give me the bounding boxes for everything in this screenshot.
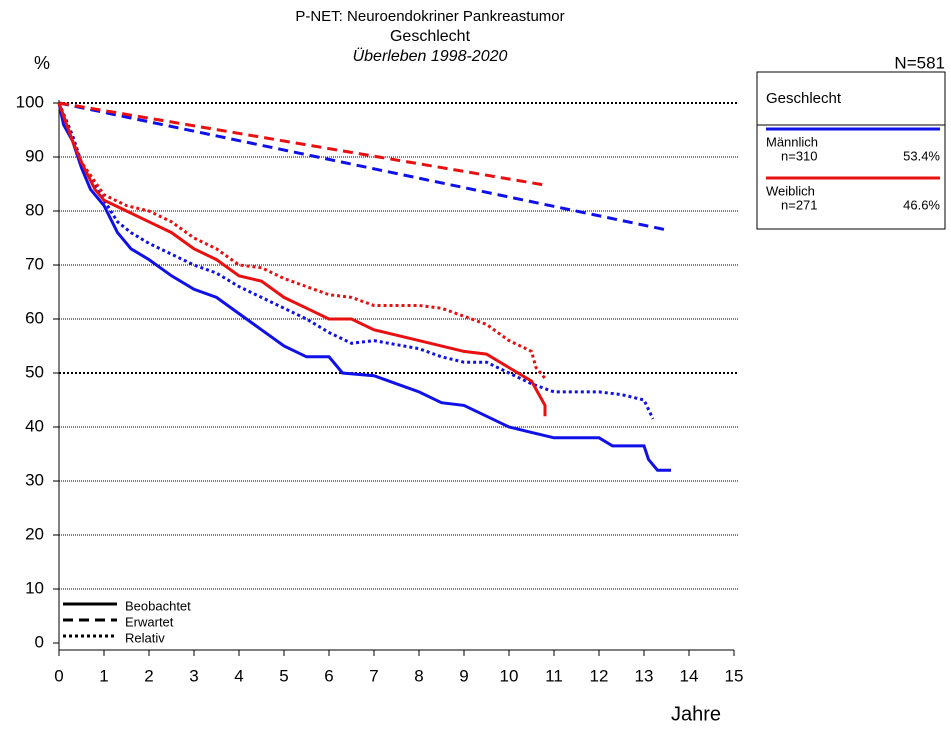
legend-label: Weiblich xyxy=(766,183,815,198)
survival-line xyxy=(57,102,655,420)
x-tick-label: 0 xyxy=(54,666,63,685)
y-axis-label: % xyxy=(34,53,50,73)
x-tick-label: 10 xyxy=(500,666,519,685)
legend-n: n=310 xyxy=(781,148,818,163)
style-legend-label: Relativ xyxy=(125,630,165,645)
y-tick-label: 40 xyxy=(25,416,44,435)
x-tick-label: 4 xyxy=(234,666,243,685)
x-tick-label: 13 xyxy=(635,666,654,685)
y-tick-label: 90 xyxy=(25,146,44,165)
chart-subtitle: Geschlecht xyxy=(390,28,471,45)
x-tick-label: 6 xyxy=(324,666,333,685)
legend-box xyxy=(756,71,946,230)
survival-line xyxy=(57,102,547,417)
y-tick-label: 30 xyxy=(25,470,44,489)
y-tick-label: 50 xyxy=(25,362,44,381)
y-tick-label: 100 xyxy=(16,92,44,111)
x-tick-label: 5 xyxy=(279,666,288,685)
survival-line xyxy=(57,102,547,380)
x-tick-label: 11 xyxy=(545,666,563,685)
style-legend-label: Beobachtet xyxy=(125,598,191,613)
x-tick-label: 8 xyxy=(414,666,423,685)
chart-subtitle: Überleben 1998-2020 xyxy=(353,47,508,65)
x-tick-label: 2 xyxy=(144,666,153,685)
x-tick-label: 9 xyxy=(459,666,468,685)
y-tick-label: 0 xyxy=(35,632,44,651)
legend-share: 46.6% xyxy=(903,197,940,212)
legend-n: n=271 xyxy=(781,197,818,212)
survival-line xyxy=(58,101,667,232)
y-tick-label: 80 xyxy=(25,200,44,219)
chart-title: P-NET: Neuroendokriner Pankreastumor xyxy=(295,8,564,25)
legend-label: Männlich xyxy=(766,134,818,149)
x-tick-label: 7 xyxy=(369,666,378,685)
x-axis-label: Jahre xyxy=(671,703,721,725)
y-tick-label: 60 xyxy=(25,308,44,327)
style-legend-label: Erwartet xyxy=(125,614,174,629)
x-tick-label: 14 xyxy=(680,666,699,685)
x-tick-label: 15 xyxy=(725,666,744,685)
annotation: N=581 xyxy=(894,53,945,72)
y-tick-label: 70 xyxy=(25,254,44,273)
survival-line xyxy=(57,102,671,472)
survival-line xyxy=(58,101,546,187)
legend-share: 53.4% xyxy=(903,148,940,163)
legend-title: Geschlecht xyxy=(766,90,842,107)
x-tick-label: 3 xyxy=(189,666,198,685)
x-tick-label: 12 xyxy=(590,666,609,685)
y-tick-label: 10 xyxy=(25,578,44,597)
x-tick-label: 1 xyxy=(99,666,108,685)
y-tick-label: 20 xyxy=(25,524,44,543)
